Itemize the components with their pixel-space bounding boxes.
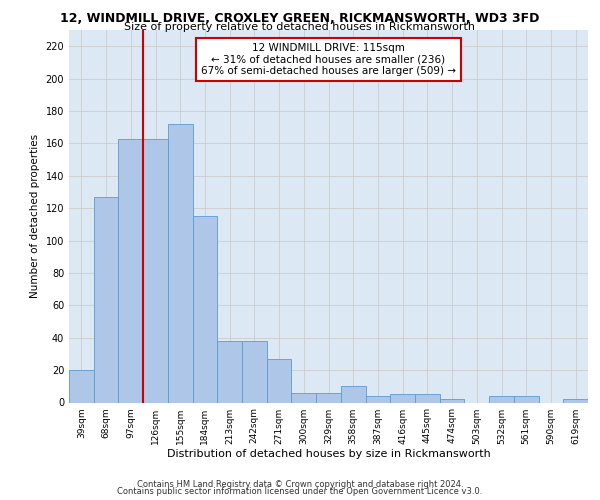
- Bar: [316, 393, 341, 402]
- Bar: [292, 393, 316, 402]
- Bar: [193, 216, 217, 402]
- Bar: [514, 396, 539, 402]
- Text: Size of property relative to detached houses in Rickmansworth: Size of property relative to detached ho…: [125, 22, 476, 32]
- Bar: [341, 386, 365, 402]
- Bar: [242, 341, 267, 402]
- Bar: [118, 138, 143, 402]
- Text: 12 WINDMILL DRIVE: 115sqm
← 31% of detached houses are smaller (236)
67% of semi: 12 WINDMILL DRIVE: 115sqm ← 31% of detac…: [201, 43, 456, 76]
- Bar: [143, 138, 168, 402]
- Bar: [365, 396, 390, 402]
- Bar: [489, 396, 514, 402]
- Bar: [415, 394, 440, 402]
- Text: Contains HM Land Registry data © Crown copyright and database right 2024.: Contains HM Land Registry data © Crown c…: [137, 480, 463, 489]
- Bar: [563, 400, 588, 402]
- Bar: [69, 370, 94, 402]
- Bar: [217, 341, 242, 402]
- Bar: [94, 197, 118, 402]
- Bar: [267, 359, 292, 403]
- Y-axis label: Number of detached properties: Number of detached properties: [30, 134, 40, 298]
- X-axis label: Distribution of detached houses by size in Rickmansworth: Distribution of detached houses by size …: [167, 450, 490, 460]
- Text: 12, WINDMILL DRIVE, CROXLEY GREEN, RICKMANSWORTH, WD3 3FD: 12, WINDMILL DRIVE, CROXLEY GREEN, RICKM…: [61, 12, 539, 26]
- Text: Contains public sector information licensed under the Open Government Licence v3: Contains public sector information licen…: [118, 487, 482, 496]
- Bar: [168, 124, 193, 402]
- Bar: [440, 400, 464, 402]
- Bar: [390, 394, 415, 402]
